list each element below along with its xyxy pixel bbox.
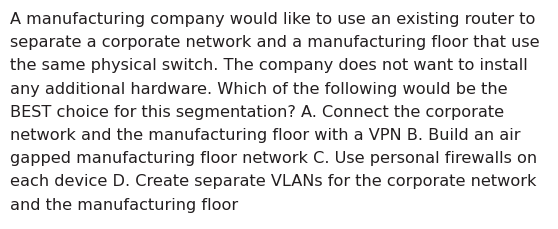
Text: any additional hardware. Which of the following would be the: any additional hardware. Which of the fo… [10, 81, 508, 96]
Text: each device D. Create separate VLANs for the corporate network: each device D. Create separate VLANs for… [10, 174, 536, 188]
Text: the same physical switch. The company does not want to install: the same physical switch. The company do… [10, 58, 528, 73]
Text: gapped manufacturing floor network C. Use personal firewalls on: gapped manufacturing floor network C. Us… [10, 150, 537, 166]
Text: A manufacturing company would like to use an existing router to: A manufacturing company would like to us… [10, 12, 535, 27]
Text: and the manufacturing floor: and the manufacturing floor [10, 197, 238, 212]
Text: separate a corporate network and a manufacturing floor that use: separate a corporate network and a manuf… [10, 35, 540, 50]
Text: network and the manufacturing floor with a VPN B. Build an air: network and the manufacturing floor with… [10, 128, 521, 142]
Text: BEST choice for this segmentation? A. Connect the corporate: BEST choice for this segmentation? A. Co… [10, 104, 504, 119]
